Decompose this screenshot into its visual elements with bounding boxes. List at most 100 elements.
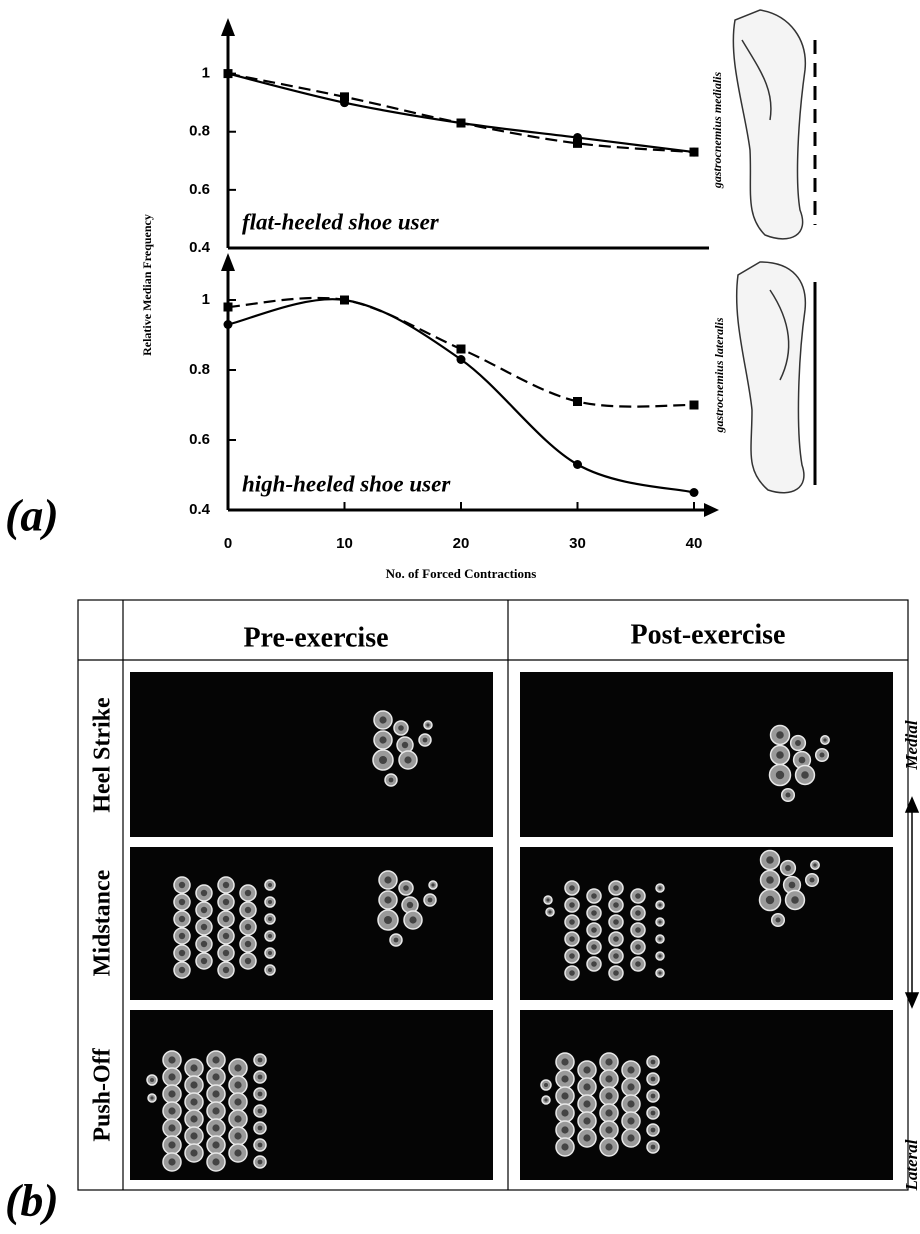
pressure-spot-core [546,898,550,902]
pressure-spot-core [775,770,785,780]
panel-label: (b) [5,1175,59,1226]
y-tick-label: 0.6 [189,431,210,448]
pressure-spot-core [605,1058,613,1066]
pressure-spot-core [257,1091,263,1097]
x-tick-label: 40 [686,535,703,552]
marker [223,320,233,329]
pressure-spot-core [178,915,186,923]
pressure-spot-core [658,971,662,975]
y-tick-label: 1 [202,65,210,82]
pressure-spot-core [168,1141,176,1149]
pressure-spot-core [234,1132,242,1140]
marker [340,98,349,108]
marker [689,147,699,157]
pressure-spot-core [409,916,417,924]
pressure-spot-core [212,1056,220,1064]
pressure-image [520,847,893,1000]
pressure-spot-core [244,906,252,914]
pressure-spot-core [627,1100,635,1108]
pressure-spot-core [212,1158,220,1166]
pressure-spot-core [388,777,394,783]
x-tick-label: 30 [569,535,586,552]
pressure-spot-core [591,944,597,950]
direction-label: Lateral [902,1139,920,1191]
pressure-image [520,1010,893,1180]
pressure-spot-core [168,1107,176,1115]
leg-illustration [732,9,807,494]
y-tick-label: 0.4 [189,239,211,256]
pressure-spot-core [650,1059,656,1065]
pressure-spot-core [658,903,662,907]
pressure-spot-core [605,1109,613,1117]
pressure-spot-core [168,1056,176,1064]
row-header: Push-Off [90,1047,116,1141]
column-header: Pre-exercise [243,622,388,653]
pressure-spot-core [658,954,662,958]
pressure-spot-core [379,716,387,724]
table-frame [77,599,909,1191]
pressure-spot-core [222,949,230,957]
pressure-spot-core [384,896,392,904]
direction-label: Medial [902,720,920,770]
marker [223,302,233,312]
pressure-spot-core [635,961,641,967]
pressure-spot-core [627,1117,635,1125]
pressure-spot-core [569,953,575,959]
pressure-spot-core [244,923,252,931]
pressure-spot-core [613,970,619,976]
y-tick-label: 0.4 [189,501,211,518]
pressure-spot-core [398,725,404,731]
pressure-spot-core [222,932,230,940]
pressure-spot-core [775,917,781,923]
pressure-spot-core [190,1098,198,1106]
pressure-spot-core [809,877,815,883]
pressure-spot-core [635,944,641,950]
pressure-spot-core [244,889,252,897]
y-tick-label: 1 [202,291,210,308]
pressure-spot-core [605,1075,613,1083]
pressure-spot-core [650,1110,656,1116]
pressure-spot-core [795,740,801,746]
x-tick-label: 10 [336,535,353,552]
y-tick-label: 0.6 [189,181,210,198]
pressure-spot-core [190,1132,198,1140]
pressure-spot-core [178,949,186,957]
pressure-spot-core [200,957,208,965]
x-axis-label: No. of Forced Contractions [386,566,537,581]
pressure-spot-core [561,1092,569,1100]
pressure-spot-core [190,1115,198,1123]
pressure-spot-core [384,876,392,884]
pressure-spot-core [613,953,619,959]
marker [573,138,582,148]
pressure-spot-core [650,1093,656,1099]
pressure-spot-core [268,968,272,972]
pressure-spot-core [234,1115,242,1123]
pressure-spot-core [200,906,208,914]
pressure-spot-core [613,902,619,908]
y-tick-label: 0.8 [189,123,210,140]
pressure-spot-core [650,1127,656,1133]
pressure-spot-core [605,1143,613,1151]
pressure-spot-core [190,1064,198,1072]
pressure-spot-core [569,936,575,942]
pressure-spot-core [776,751,784,759]
pressure-spot-core [627,1134,635,1142]
marker [340,295,349,305]
marker [573,397,582,406]
series-line [227,72,695,154]
pressure-spot-core [379,736,387,744]
pressure-spot-core [212,1073,220,1081]
pressure-spot-core [422,737,428,743]
pressure-spot-core [627,1066,635,1074]
pressure-spot-core [431,883,435,887]
pressure-spot-core [268,951,272,955]
pressure-spot-core [426,723,430,727]
pressure-spot-core [766,876,774,884]
pressure-spot-core [401,741,409,749]
pressure-image [130,672,493,837]
pressure-spot-core [788,881,796,889]
pressure-spot-core [268,900,272,904]
row-header: Heel Strike [90,697,116,813]
series-line [227,72,695,154]
pressure-spot-core [234,1149,242,1157]
